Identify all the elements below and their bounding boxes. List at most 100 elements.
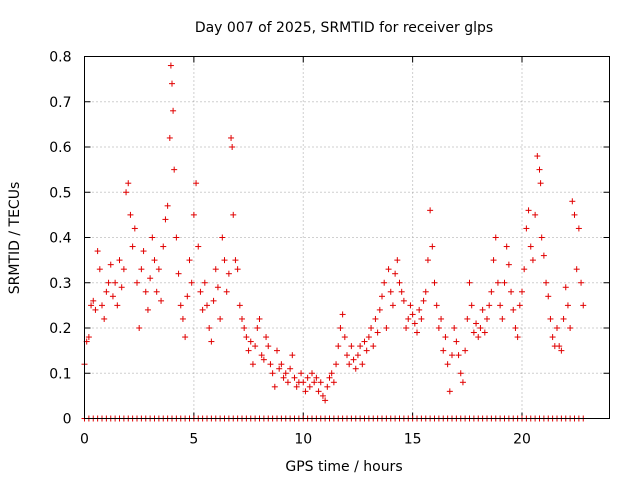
data-point (534, 153, 541, 160)
data-point (333, 361, 340, 368)
data-point (217, 315, 224, 322)
data-point (429, 243, 436, 250)
data-point (158, 297, 165, 304)
data-point (193, 180, 200, 187)
data-point (271, 383, 278, 390)
data-point (223, 288, 230, 295)
data-point (116, 257, 123, 264)
data-point (219, 234, 226, 241)
data-point (363, 347, 370, 354)
data-point (488, 288, 495, 295)
data-point (431, 279, 438, 286)
data-point (175, 270, 182, 277)
x-tick-label: 10 (294, 432, 312, 448)
data-point (486, 302, 493, 309)
data-point (85, 334, 92, 341)
data-point (580, 302, 587, 309)
data-point (247, 338, 254, 345)
data-point (424, 257, 431, 264)
data-points (81, 62, 587, 422)
y-tick-label: 0.5 (49, 185, 71, 201)
data-point (199, 306, 206, 313)
grid (84, 56, 610, 419)
data-point (99, 302, 105, 309)
data-point (512, 325, 519, 331)
data-point (449, 352, 455, 359)
y-tick-label: 0.6 (49, 140, 71, 156)
data-point (112, 279, 119, 286)
y-tick-label: 0.4 (49, 231, 71, 247)
data-point (171, 166, 178, 173)
data-point (389, 302, 396, 309)
data-point (365, 334, 372, 341)
data-point (545, 293, 552, 300)
data-point (162, 216, 169, 223)
data-point (319, 392, 326, 399)
data-point (385, 266, 392, 273)
data-point (477, 325, 484, 331)
data-point (326, 374, 333, 381)
x-axis-label: GPS time / hours (285, 459, 402, 475)
data-point (88, 302, 95, 309)
data-point (525, 207, 532, 214)
data-point (330, 379, 337, 386)
data-point (438, 315, 445, 322)
data-point (149, 234, 156, 241)
data-point (166, 134, 173, 141)
data-point (280, 374, 287, 381)
data-point (136, 325, 143, 331)
data-point (260, 356, 267, 363)
data-point (464, 315, 471, 322)
data-point (387, 288, 394, 295)
data-point (392, 270, 399, 277)
data-point (101, 315, 108, 322)
data-point (315, 388, 322, 395)
data-point (451, 325, 458, 331)
data-point (339, 311, 346, 318)
data-point (403, 325, 410, 331)
data-point (540, 252, 547, 259)
data-point (151, 257, 158, 264)
data-point (536, 166, 543, 173)
data-point (556, 343, 563, 350)
data-point (278, 361, 285, 368)
data-point (214, 284, 221, 291)
data-point (578, 279, 585, 286)
data-point (105, 279, 112, 286)
data-point (470, 329, 477, 336)
data-point (229, 144, 236, 150)
data-point (306, 383, 313, 390)
data-point (169, 80, 175, 87)
data-point (263, 334, 270, 341)
data-point (204, 302, 210, 309)
data-point (177, 302, 184, 309)
data-point (529, 257, 536, 264)
data-point (197, 288, 204, 295)
data-point (532, 211, 539, 218)
data-point (328, 370, 335, 377)
data-point (123, 189, 130, 196)
data-point (188, 279, 195, 286)
data-point (155, 266, 162, 273)
data-point (571, 211, 578, 218)
data-point (302, 388, 309, 395)
data-point (468, 302, 475, 309)
data-point (538, 234, 545, 241)
x-tick-label: 0 (80, 432, 89, 448)
data-point (322, 397, 329, 404)
data-point (179, 315, 186, 322)
data-point (398, 288, 405, 295)
data-point (414, 329, 420, 336)
data-point (138, 266, 145, 273)
data-point (300, 379, 307, 386)
data-point (484, 315, 490, 322)
data-point (492, 234, 499, 241)
data-point (357, 343, 364, 350)
data-point (348, 343, 355, 350)
data-point (225, 270, 232, 277)
data-point (521, 266, 528, 273)
y-tick-label: 0.1 (49, 366, 71, 382)
data-point (324, 383, 331, 390)
data-point (190, 211, 197, 218)
data-point (210, 297, 217, 304)
